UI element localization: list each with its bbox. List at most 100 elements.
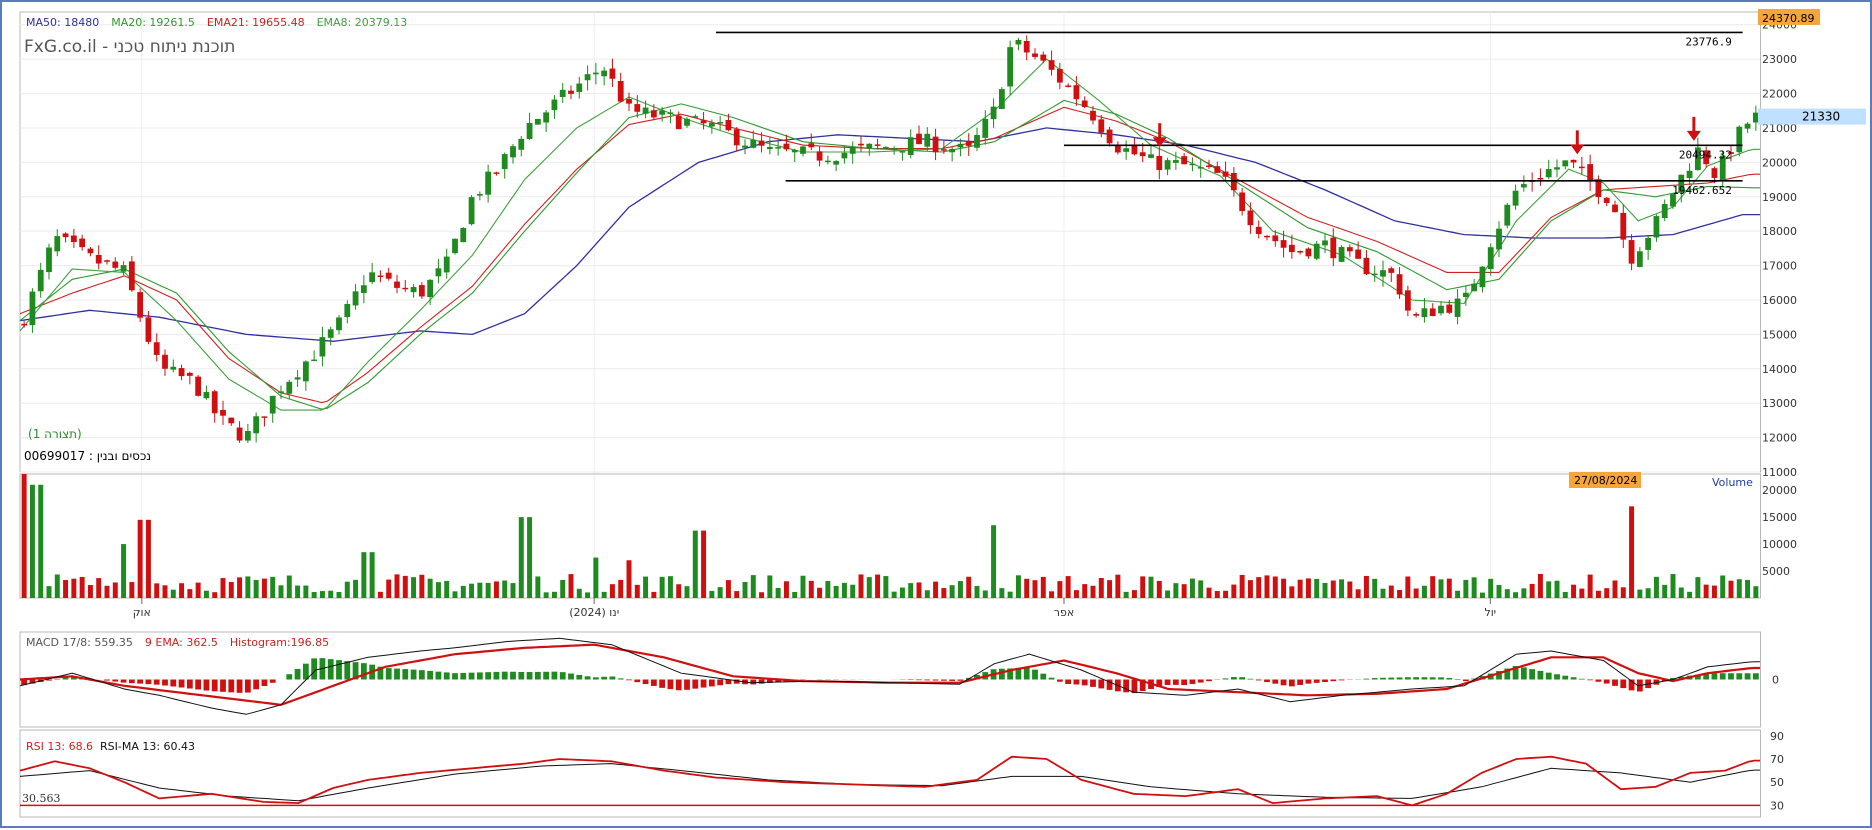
macd-histogram-bar <box>460 673 466 680</box>
macd-histogram-bar <box>1521 667 1527 679</box>
volume-bar <box>395 574 400 598</box>
volume-bar <box>817 588 822 598</box>
volume-bar <box>279 585 284 598</box>
volume-tick-label: 10000 <box>1762 538 1797 551</box>
last-price-text: 21330 <box>1802 110 1840 124</box>
instrument-label: 00699017 : נכסים ובנין <box>24 449 151 463</box>
candle-body <box>792 150 798 152</box>
macd-histogram-bar <box>1571 677 1577 679</box>
macd-histogram-bar <box>543 672 549 680</box>
volume-bar <box>892 592 897 598</box>
candle-body <box>1314 244 1320 259</box>
macd-histogram-bar <box>121 680 127 683</box>
candle-body <box>908 137 914 155</box>
candle-body <box>1090 111 1096 121</box>
price-tick-label: 23000 <box>1762 53 1797 66</box>
volume-bar <box>444 581 449 598</box>
volume-bar <box>726 580 731 598</box>
candle-body <box>1223 172 1229 177</box>
macd-histogram-bar <box>394 669 400 680</box>
volume-bar <box>1107 580 1112 598</box>
volume-bar <box>1008 592 1013 598</box>
volume-bar <box>767 575 772 598</box>
volume-bar <box>80 577 85 598</box>
macd-histogram-bar <box>1256 680 1262 681</box>
volume-bar <box>428 579 433 598</box>
volume-bar <box>1173 583 1178 598</box>
volume-bar <box>1671 574 1676 598</box>
candle-body <box>21 324 27 326</box>
volume-bar <box>345 582 350 598</box>
candle-body <box>1281 240 1287 248</box>
macd-histogram-bar <box>1405 677 1411 679</box>
candle-body <box>842 153 848 159</box>
macd-histogram-bar <box>1446 678 1452 680</box>
candle-body <box>1065 85 1071 87</box>
volume-bar <box>212 592 217 598</box>
volume-bar <box>378 592 383 598</box>
volume-bar <box>1579 589 1584 598</box>
macd-histogram-bar <box>552 672 558 680</box>
candle-body <box>137 292 143 318</box>
volume-bar <box>966 577 971 598</box>
candle-body <box>270 396 276 414</box>
volume-tick-label: 15000 <box>1762 511 1797 524</box>
macd-legend-item: Histogram:196.85 <box>230 636 329 649</box>
macd-histogram-bar <box>1330 680 1336 682</box>
volume-bar <box>1538 574 1543 598</box>
macd-histogram-bar <box>1198 680 1204 683</box>
candle-body <box>1380 270 1386 276</box>
candle-body <box>1662 204 1668 218</box>
candle-body <box>800 147 806 154</box>
candle-body <box>303 361 309 381</box>
macd-histogram-bar <box>1082 680 1088 686</box>
candle-body <box>900 151 906 153</box>
macd-histogram-bar <box>610 677 616 680</box>
macd-histogram-bar <box>1032 670 1038 680</box>
volume-bar <box>1024 579 1029 598</box>
volume-bar <box>958 581 963 598</box>
volume-bar <box>47 586 52 598</box>
macd-histogram-bar <box>1728 673 1734 679</box>
volume-bar <box>30 485 35 598</box>
candle-body <box>88 249 94 254</box>
volume-bar <box>1057 581 1062 598</box>
volume-bar <box>544 592 549 598</box>
volume-bar <box>221 578 226 598</box>
candle-body <box>444 257 450 273</box>
macd-histogram-bar <box>1057 680 1063 682</box>
candle-body <box>1057 69 1063 83</box>
candle-body <box>1123 148 1129 152</box>
volume-bar <box>718 587 723 598</box>
macd-histogram-bar <box>129 680 135 684</box>
volume-bar <box>1563 592 1568 598</box>
candle-body <box>1148 154 1154 158</box>
macd-histogram-bar <box>419 670 425 679</box>
candle-body <box>1405 290 1411 310</box>
volume-bar <box>635 585 640 598</box>
volume-bar <box>850 585 855 598</box>
candle-body <box>1306 249 1312 257</box>
volume-bar <box>96 578 101 598</box>
volume-bar <box>502 581 507 598</box>
macd-histogram-bar <box>303 664 309 680</box>
volume-bar <box>1115 575 1120 598</box>
candle-body <box>1571 160 1577 163</box>
volume-bar <box>1679 588 1684 598</box>
candle-body <box>933 137 939 153</box>
macd-histogram-bar <box>112 680 118 682</box>
candle-body <box>1629 240 1635 264</box>
candle-body <box>344 304 350 317</box>
candle-body <box>1040 55 1046 61</box>
volume-bar <box>262 579 267 598</box>
macd-histogram-bar <box>195 680 201 690</box>
candle-body <box>1322 240 1328 245</box>
candle-body <box>204 392 210 398</box>
macd-histogram-bar <box>336 660 342 679</box>
candle-body <box>179 368 185 376</box>
volume-bar <box>651 592 656 598</box>
candle-body <box>1082 101 1088 107</box>
candle-body <box>999 89 1005 109</box>
candle-body <box>676 116 682 130</box>
